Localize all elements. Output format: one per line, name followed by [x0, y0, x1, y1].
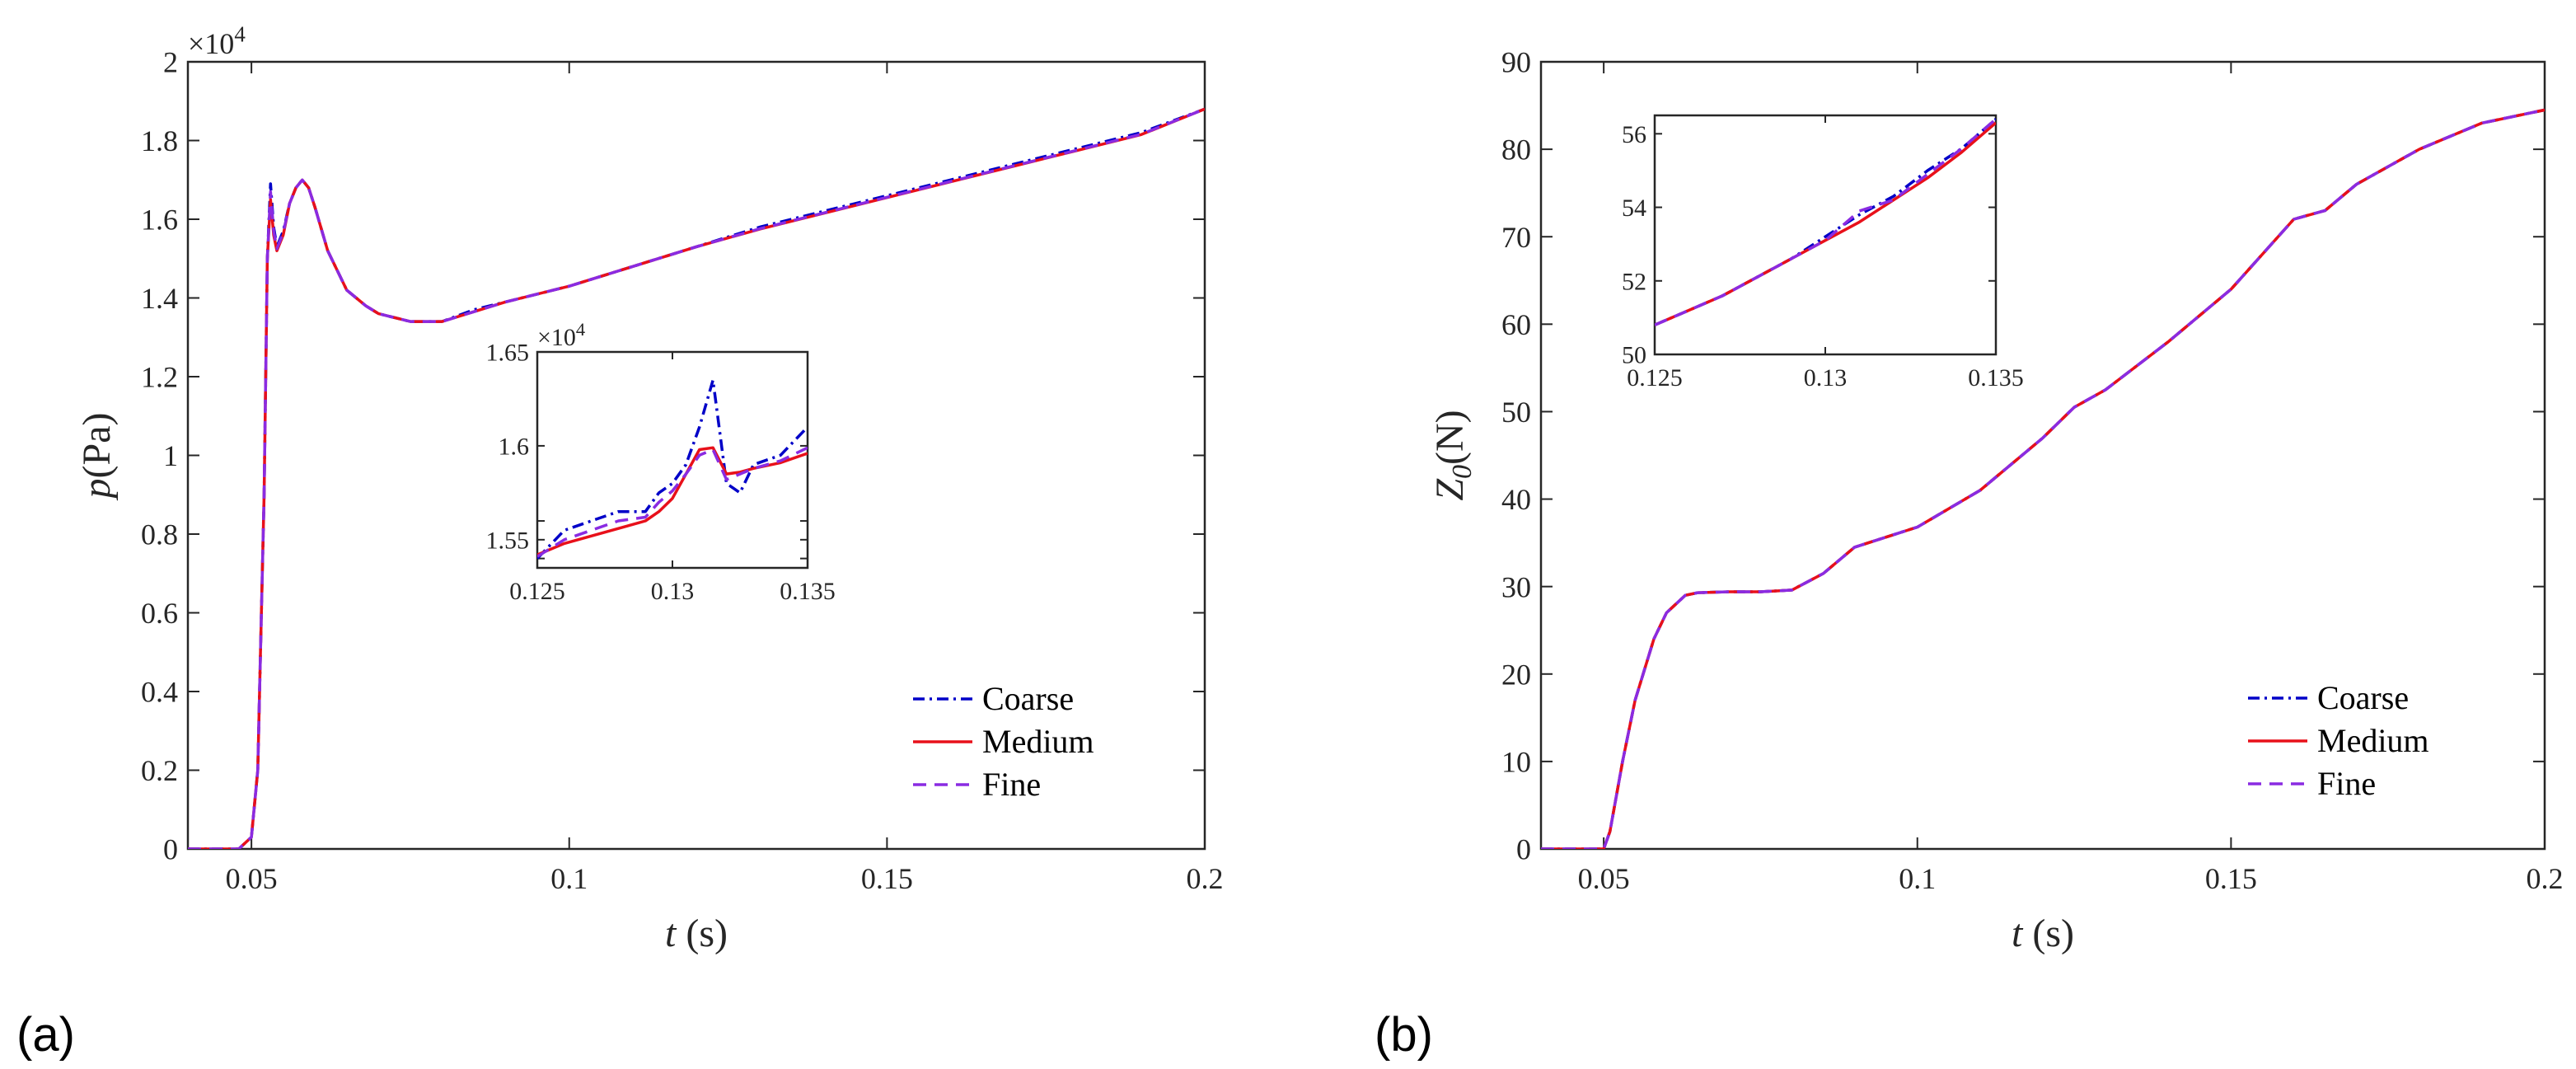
chart-a-ytick-label: 1.4 [141, 282, 178, 315]
chart-a-inset-xtick-label: 0.13 [651, 578, 695, 605]
chart-a-xlabel-unit: (s) [676, 912, 728, 955]
chart-a-inset-xtick-label: 0.135 [780, 578, 836, 605]
chart-b-ytick-label: 50 [1501, 396, 1531, 429]
chart-b-inset-ytick-label: 54 [1622, 195, 1646, 222]
chart-a-ytick-label: 0.6 [141, 597, 178, 630]
chart-b-plot-area [1541, 108, 2545, 849]
chart-a-inset-ytick-label: 1.55 [486, 527, 530, 554]
chart-b-ytick-label: 20 [1501, 658, 1531, 691]
chart-b-ylabel: Z0(N) [1428, 410, 1478, 500]
chart-b-inset: 0.125 0.13 0.135 50 52 54 56 [1622, 114, 2024, 391]
chart-a-inset-axes-box [536, 350, 809, 570]
chart-a-inset-series-coarse [537, 378, 808, 560]
chart-a-xtick-label: 0.05 [226, 862, 278, 895]
chart-a-inset-ytick-label: 1.6 [499, 433, 530, 460]
chart-a-xlabel: t (s) [665, 912, 728, 955]
chart-a-xlabel-var: t [665, 912, 677, 955]
chart-b-legend: Coarse Medium Fine [2248, 679, 2429, 802]
chart-b-inset-xtick-label: 0.13 [1804, 364, 1848, 391]
chart-b-inset-xtick-label: 0.135 [1968, 364, 2024, 391]
chart-a-ylabel-var: p [75, 478, 119, 500]
chart-b-ytick-label: 90 [1501, 46, 1531, 79]
chart-a-inset-exponent-power: 4 [576, 319, 585, 340]
chart-a-legend: Coarse Medium Fine [913, 680, 1094, 803]
chart-a-exponent-label: ×104 [188, 22, 246, 60]
chart-b-xtick-label: 0.1 [1899, 862, 1936, 895]
chart-a-plot-area [188, 107, 1205, 849]
chart-a-ytick-label: 1.6 [141, 204, 178, 237]
chart-b-ytick-label: 10 [1501, 745, 1531, 778]
chart-b-series-fine [1541, 108, 2545, 849]
chart-a-legend-item-medium: Medium [982, 723, 1094, 760]
chart-a-legend-item-fine: Fine [982, 766, 1041, 803]
chart-b-inset-ytick-label: 50 [1622, 342, 1646, 369]
chart-b-inset-series-fine [1655, 118, 1996, 326]
chart-a-ytick-label: 1 [163, 439, 178, 472]
chart-b-inset-plot-area [1655, 118, 1996, 326]
chart-a-inset-xtick-label: 0.125 [509, 578, 565, 605]
chart-a-ytick-label: 1.2 [141, 361, 178, 394]
chart-b-ylabel-sub: 0 [1447, 465, 1478, 479]
chart-b-inset-ytick-label: 56 [1622, 121, 1646, 148]
chart-b-inset-series-coarse [1655, 118, 1996, 326]
chart-b-legend-item-medium: Medium [2317, 722, 2429, 759]
chart-b-inset-series-medium [1655, 121, 1996, 326]
chart-b-ylabel-unit: (N) [1428, 410, 1472, 465]
chart-b-legend-item-fine: Fine [2317, 765, 2376, 802]
chart-b-ytick-label: 0 [1516, 833, 1531, 866]
chart-a-ytick-label: 0.4 [141, 676, 178, 709]
chart-a-ytick-label: 0 [163, 833, 178, 866]
panel-label-b: (b) [1375, 1008, 1433, 1062]
chart-a-inset-plot-area [537, 378, 808, 560]
chart-b-inset-axes-box [1653, 114, 1998, 356]
chart-b-ytick-label: 60 [1501, 308, 1531, 341]
chart-a-ytick-label: 0.8 [141, 518, 178, 551]
chart-b-xlabel-var: t [2012, 912, 2024, 955]
chart-b-xtick-label: 0.05 [1578, 862, 1630, 895]
chart-b-xlabel-unit: (s) [2022, 912, 2074, 955]
chart-a-inset-ytick-label: 1.65 [486, 340, 530, 367]
chart-b-ytick-label: 30 [1501, 570, 1531, 603]
chart-b-xtick-label: 0.2 [2527, 862, 2564, 895]
chart-a-xtick-label: 0.15 [861, 862, 913, 895]
chart-a-ylabel: p(Pa) [75, 413, 119, 501]
chart-a-xtick-label: 0.1 [550, 862, 588, 895]
chart-b-legend-item-coarse: Coarse [2317, 679, 2409, 716]
chart-a-ylabel-unit: (Pa) [75, 413, 119, 479]
chart-b-ytick-label: 40 [1501, 483, 1531, 516]
chart-b-ylabel-var: Z [1428, 478, 1472, 501]
chart-b-inset-ytick-label: 52 [1622, 268, 1646, 295]
chart-a-legend-item-coarse: Coarse [982, 680, 1074, 717]
chart-a-xtick-label: 0.2 [1187, 862, 1224, 895]
chart-b-ytick-label: 80 [1501, 134, 1531, 166]
chart-a-ytick-label: 0.2 [141, 754, 178, 787]
chart-a-ytick-label: 2 [163, 46, 178, 79]
chart-a-ytick-label: 1.8 [141, 124, 178, 157]
chart-b-xtick-label: 0.15 [2205, 862, 2257, 895]
chart-panel-a: 0.05 0.1 0.15 0.2 0 0.2 0.4 0.6 0.8 1 1.2 1.4 1.6 1.8… [75, 22, 1224, 955]
chart-b-xlabel: t (s) [2012, 912, 2074, 955]
chart-b-ytick-label: 70 [1501, 221, 1531, 254]
chart-b-inset-xtick-label: 0.125 [1627, 364, 1683, 391]
chart-a-exponent-power: 4 [234, 22, 246, 47]
chart-a-inset-series-fine [537, 446, 808, 558]
panel-label-a: (a) [16, 1008, 75, 1062]
